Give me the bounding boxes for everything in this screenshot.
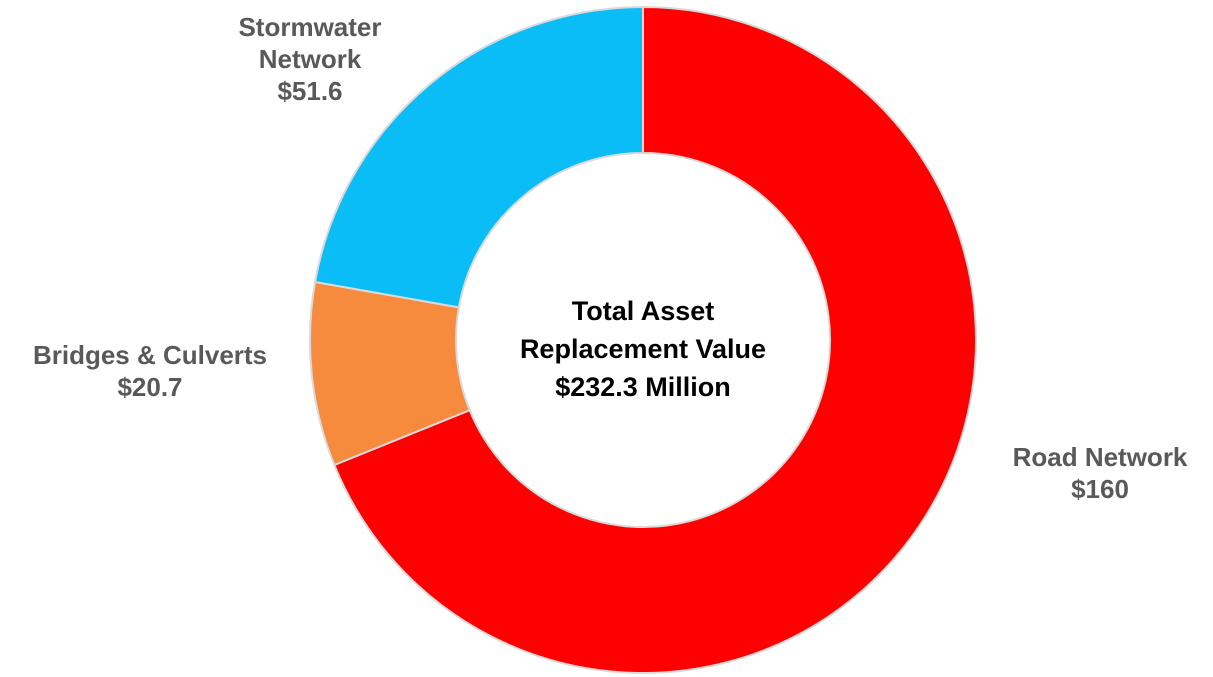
- category-label: Bridges & Culverts: [32, 340, 268, 370]
- value-label: $20.7: [117, 372, 183, 402]
- segment-label: Road Network $160: [975, 441, 1213, 505]
- category-label: Stormwater Network: [238, 12, 382, 74]
- value-label: $160: [1071, 474, 1129, 504]
- donut-segment: [313, 5, 644, 309]
- value-label: $51.6: [277, 76, 343, 106]
- donut-segment: [333, 5, 977, 674]
- category-label: Road Network: [1012, 442, 1188, 472]
- segment-label: Bridges & Culverts $20.7: [0, 339, 305, 403]
- segment-label: Stormwater Network $51.6: [205, 11, 415, 107]
- center-text: Total Asset Replacement Value $232.3 Mil…: [519, 296, 767, 402]
